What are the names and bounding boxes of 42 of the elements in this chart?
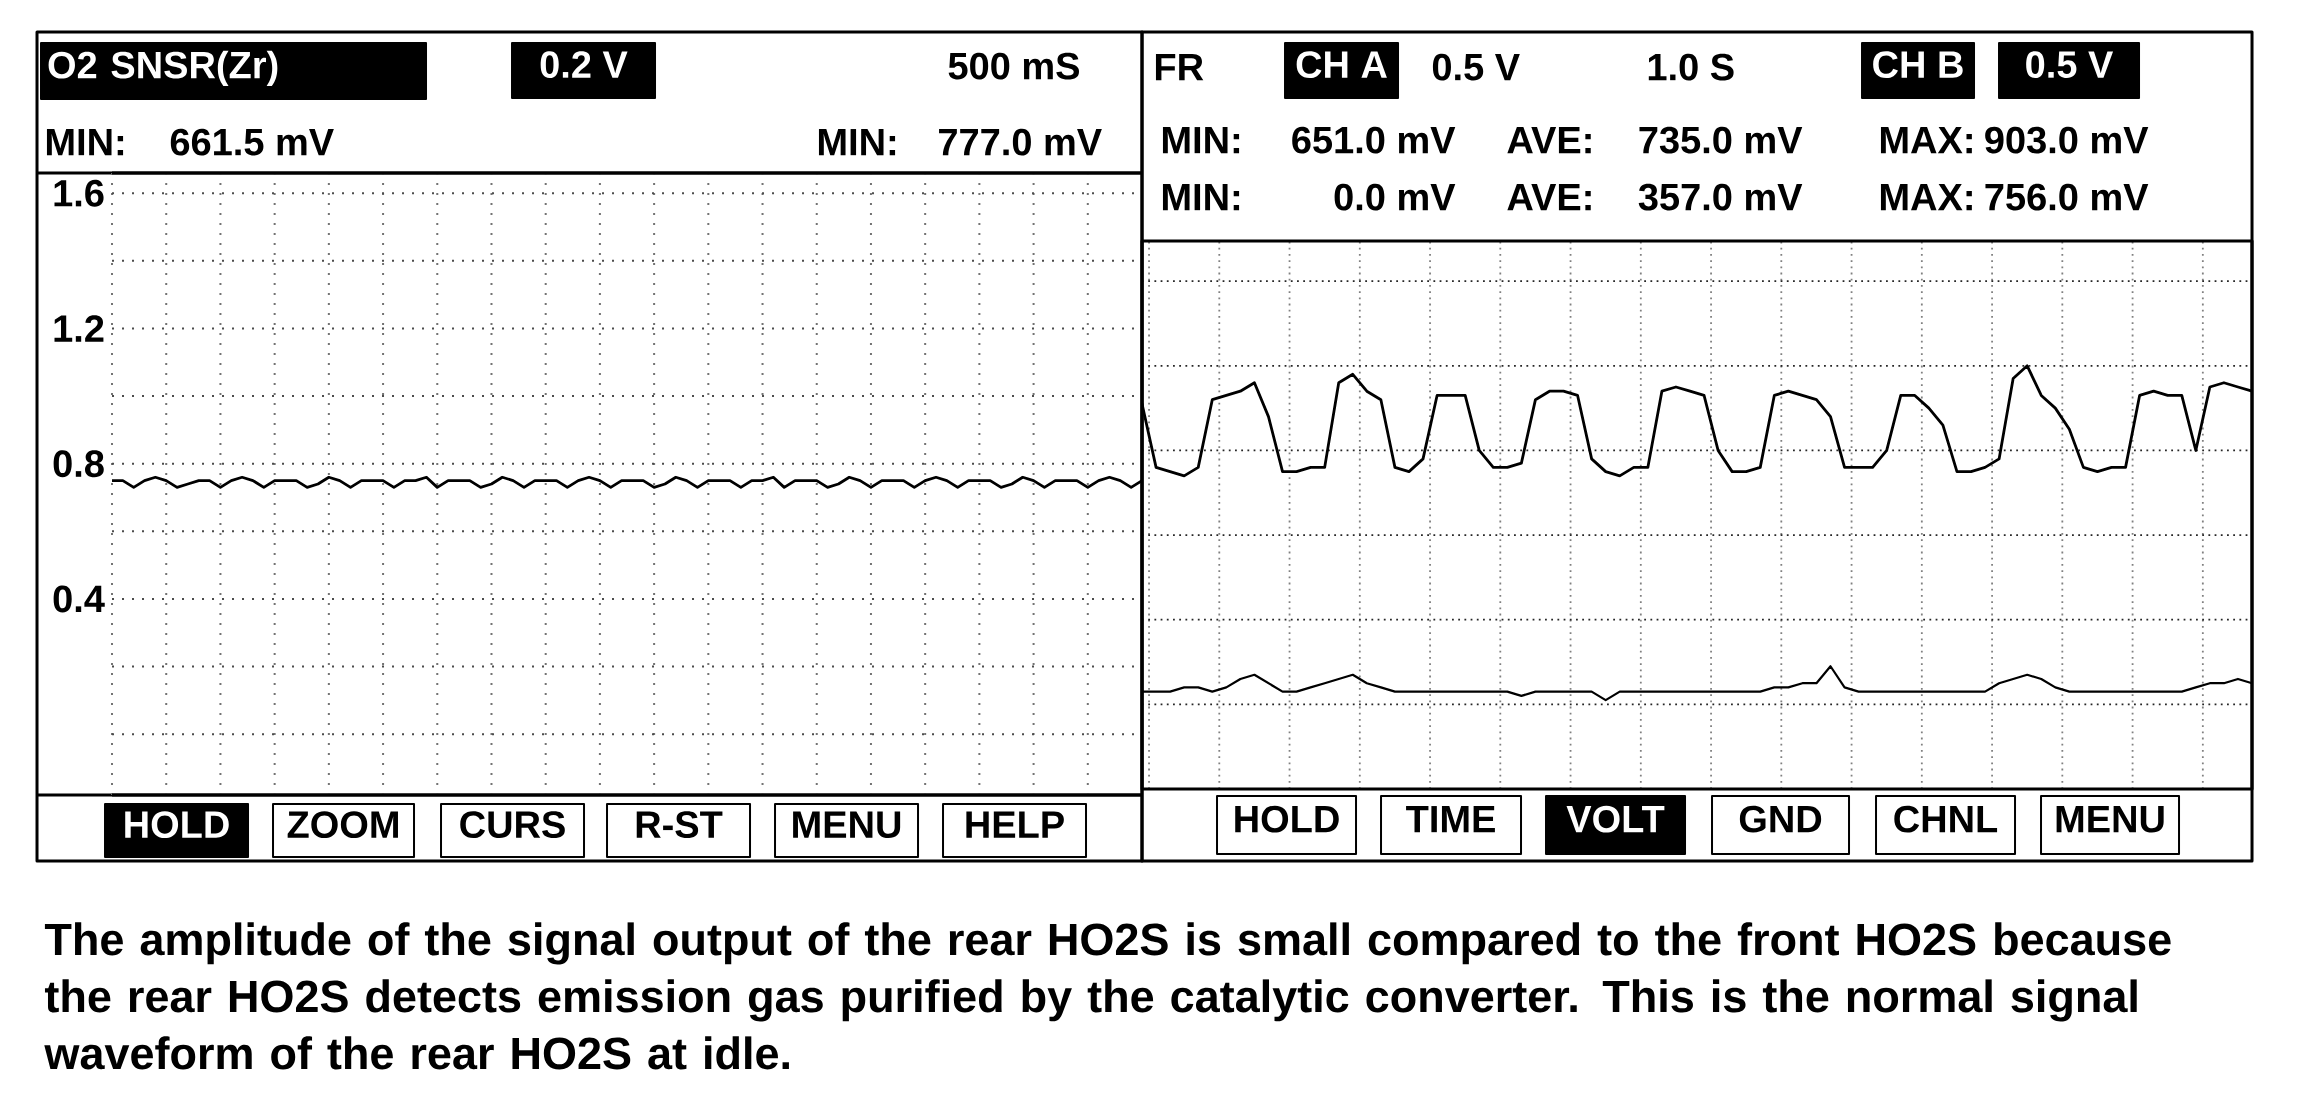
text: CURS: [460, 811, 565, 839]
text: 0.2 V: [540, 51, 628, 79]
text: AVE:: [1507, 127, 1591, 154]
text: R-ST: [636, 811, 723, 839]
y-tick-label: 1.2: [54, 315, 104, 342]
text: 357.0 mV: [1638, 183, 1803, 211]
text: MIN:: [1162, 127, 1240, 154]
text: 500 mS: [948, 52, 1079, 80]
text: 0.5 V: [1432, 53, 1520, 81]
text: CH B: [1873, 51, 1963, 79]
text: 735.0 mV: [1639, 126, 1803, 154]
text: 777.0 mV: [939, 128, 1102, 156]
text: The amplitude of the signal output of the rear HO2S is small compared to the front HO2S because the rear HO2S detects emission gas purified by the catalytic converter. This is the normal signal waveform of the rear HO2S at idle.: [44, 922, 2171, 1070]
text: 0.0 mV: [1334, 183, 1456, 211]
text: MAX:: [1880, 184, 1972, 211]
text: TIME: [1406, 806, 1495, 833]
text: MAX:: [1880, 127, 1972, 154]
text: HOLD: [1235, 805, 1339, 833]
text: FR: [1155, 54, 1204, 81]
text: ZOOM: [287, 811, 398, 839]
y-tick-label: 0.8: [53, 450, 104, 478]
text: 756.0 mV: [1985, 183, 2149, 211]
text: VOLT: [1566, 805, 1665, 833]
chart-title: O2 SNSR(Zr): [48, 50, 278, 87]
text: 661.5 mV: [170, 128, 334, 156]
text: MIN:: [46, 129, 124, 156]
text: HELP: [966, 811, 1064, 838]
text: CH A: [1296, 51, 1387, 79]
y-tick-label: 0.4: [53, 585, 105, 613]
text: AVE:: [1507, 184, 1591, 211]
text: MIN:: [818, 129, 896, 156]
text: 903.0 mV: [1985, 126, 2149, 154]
text: 651.0 mV: [1292, 126, 1456, 154]
text: MIN:: [1162, 184, 1240, 211]
text: MENU: [2056, 806, 2164, 833]
text: GND: [1739, 805, 1822, 833]
text: CHNL: [1894, 805, 1998, 833]
text: HOLD: [125, 811, 229, 839]
text: 1.0 S: [1648, 53, 1734, 81]
text: MENU: [793, 811, 901, 839]
text: 0.5 V: [2026, 51, 2114, 79]
y-tick-label: 1.6: [54, 179, 104, 207]
